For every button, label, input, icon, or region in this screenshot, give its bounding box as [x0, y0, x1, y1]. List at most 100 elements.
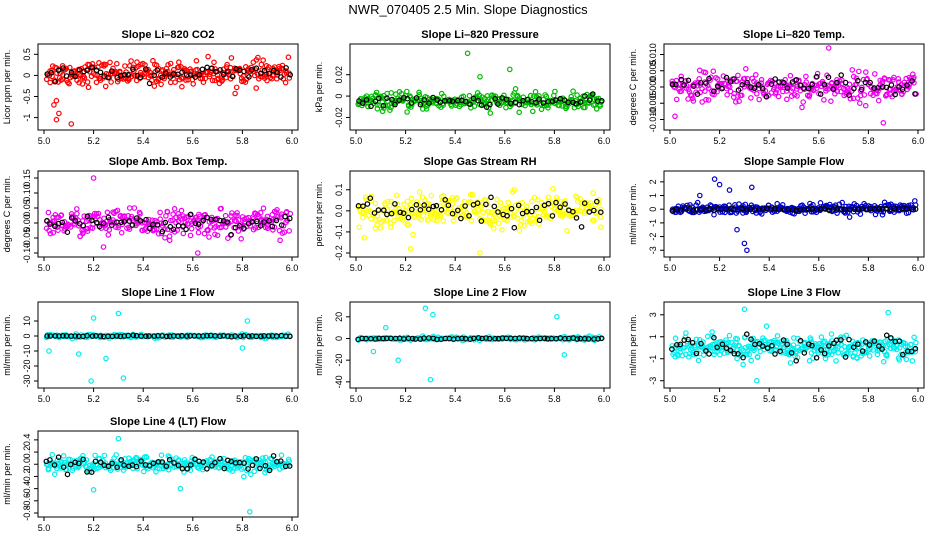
data-point: [67, 224, 74, 230]
data-point: [143, 454, 150, 461]
data-point: [678, 88, 685, 95]
data-point: [389, 96, 395, 103]
data-point: [96, 223, 103, 230]
data-point: [488, 194, 494, 201]
y-tick-label: -0.6: [22, 493, 32, 509]
data-point: [146, 80, 153, 87]
data-point-outlier: [741, 240, 748, 247]
data-point: [235, 228, 242, 234]
x-tick-label: 5.4: [449, 263, 462, 273]
data-point: [735, 72, 741, 79]
data-point: [728, 205, 734, 212]
data-point-outlier: [748, 184, 755, 191]
data-point: [400, 210, 407, 217]
data-point: [104, 209, 111, 216]
data-point: [892, 91, 899, 98]
data-point: [241, 460, 247, 466]
data-point-outlier: [195, 250, 201, 256]
data-point: [137, 211, 143, 217]
data-point: [598, 98, 605, 104]
data-point: [375, 207, 382, 213]
y-tick-label: -1: [22, 114, 32, 122]
data-point-outlier: [395, 357, 402, 364]
data-point: [866, 342, 873, 348]
data-point: [248, 471, 254, 478]
data-point: [44, 333, 50, 339]
data-point: [377, 225, 384, 231]
data-point: [109, 460, 115, 467]
data-point: [278, 74, 284, 80]
data-point: [838, 72, 845, 78]
data-point: [384, 95, 390, 102]
data-point: [418, 216, 424, 223]
data-point: [888, 82, 895, 88]
data-point: [163, 333, 170, 340]
data-point: [188, 225, 195, 232]
data-point: [44, 217, 50, 224]
data-point: [589, 91, 596, 97]
data-point: [549, 213, 556, 219]
data-point: [405, 214, 412, 221]
data-point: [593, 106, 600, 112]
data-point: [372, 98, 379, 105]
data-point: [883, 332, 890, 339]
y-axis-label: degrees C per min.: [2, 176, 12, 253]
x-tick-label: 5.6: [499, 263, 512, 273]
data-point: [58, 212, 65, 218]
data-point: [261, 219, 268, 225]
x-tick-label: 5.6: [187, 394, 200, 404]
data-point: [209, 454, 215, 460]
y-tick-label: -1: [648, 355, 658, 363]
data-point: [187, 72, 194, 78]
data-point: [255, 54, 261, 61]
data-point: [808, 336, 814, 343]
y-axis-label: percent per min.: [314, 181, 324, 246]
data-point: [167, 60, 174, 67]
data-point: [758, 76, 765, 83]
x-tick-label: 5.6: [187, 263, 200, 273]
data-point: [264, 213, 271, 220]
data-point: [721, 350, 728, 357]
data-point: [678, 76, 685, 83]
data-point: [118, 219, 125, 226]
data-point: [404, 95, 411, 102]
data-point: [764, 345, 771, 351]
data-point: [380, 218, 387, 224]
data-point: [597, 209, 604, 216]
data-point: [553, 199, 559, 206]
data-point: [475, 97, 482, 104]
data-point: [410, 231, 416, 238]
data-point: [809, 342, 815, 349]
y-tick-label: 0.4: [22, 434, 32, 447]
x-tick-label: 5.2: [87, 523, 100, 533]
data-point: [79, 81, 86, 87]
data-point: [80, 452, 86, 459]
data-point: [732, 99, 739, 105]
data-point: [238, 236, 245, 242]
data-point: [196, 71, 203, 78]
data-point: [277, 237, 283, 244]
data-point: [454, 207, 461, 214]
data-point: [92, 452, 98, 459]
data-point: [253, 456, 260, 462]
data-point-outlier: [477, 250, 483, 256]
data-point: [89, 217, 95, 224]
data-point: [108, 222, 115, 228]
data-point-outlier: [422, 305, 429, 312]
data-point: [51, 223, 58, 230]
data-point: [126, 205, 133, 211]
data-point-outlier: [103, 355, 109, 362]
data-point: [495, 220, 502, 227]
data-point: [503, 96, 510, 103]
data-point: [84, 79, 91, 85]
data-point: [224, 61, 230, 68]
data-point: [212, 231, 218, 238]
data-point: [723, 206, 729, 213]
data-point: [524, 96, 531, 103]
data-point: [449, 98, 456, 105]
data-point: [552, 97, 559, 103]
data-point: [178, 74, 185, 81]
data-point: [875, 88, 881, 94]
data-point: [598, 224, 604, 231]
